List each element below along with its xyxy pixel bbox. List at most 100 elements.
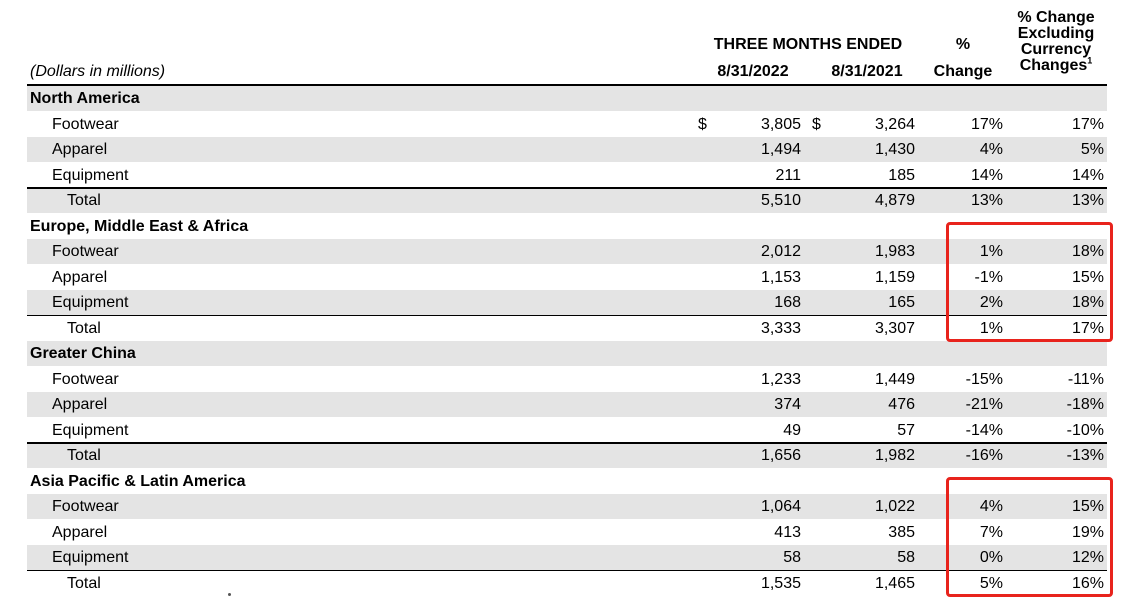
value-2021: 476: [888, 396, 915, 413]
pct-change: -16%: [965, 447, 1003, 464]
table-row: Apparel 413 385 7% 19%: [27, 520, 1107, 545]
excl-heading-line: % Change: [1017, 9, 1095, 26]
row-label: Footwear: [52, 370, 119, 388]
row-label: Equipment: [52, 294, 129, 311]
pct-change: 1%: [979, 243, 1003, 260]
value-2022: 374: [774, 396, 801, 413]
value-2022: 3,805: [760, 115, 801, 133]
value-2022: 1,656: [760, 447, 801, 464]
table-row: Apparel 374 476 -21% -18%: [27, 392, 1107, 417]
pct-change-excl-currency: 17%: [1071, 115, 1104, 133]
value-2022: 1,233: [760, 370, 801, 388]
value-2021: 1,430: [874, 141, 915, 158]
value-2021: 1,159: [874, 268, 915, 286]
pct-change-excl-currency: 14%: [1071, 166, 1104, 184]
pct-change: 17%: [970, 115, 1003, 133]
pct-change: 14%: [970, 166, 1003, 184]
value-2021: 1,022: [874, 498, 915, 515]
value-2021: 3,264: [874, 115, 915, 133]
pct-change-excl-currency: -18%: [1066, 396, 1104, 413]
table-row: Apparel 1,494 1,430 4% 5%: [27, 137, 1107, 162]
value-2022: 2,012: [760, 243, 801, 260]
pct-change-heading: Change: [933, 63, 993, 80]
total-rule: [27, 187, 1107, 189]
pct-change-excl-currency: -10%: [1066, 421, 1104, 439]
currency-symbol: $: [812, 115, 821, 133]
excl-currency-heading: % Change Excluding Currency Changes1: [1005, 9, 1107, 75]
value-2021: 4,879: [874, 192, 915, 209]
region-label: Europe, Middle East & Africa: [30, 217, 249, 235]
pct-change: -15%: [965, 370, 1003, 388]
pct-change: 5%: [979, 574, 1003, 592]
excl-heading-line: Excluding: [1017, 25, 1095, 42]
table-row: Equipment 58 58 0% 12%: [27, 545, 1107, 570]
pct-change-excl-currency: 16%: [1071, 574, 1104, 592]
units-label: (Dollars in millions): [30, 63, 166, 80]
row-label: Apparel: [52, 268, 108, 286]
pct-change-excl-currency: 15%: [1071, 498, 1104, 515]
region-label: Greater China: [30, 345, 136, 362]
row-label: Footwear: [52, 115, 119, 133]
table-row: Footwear 2,012 1,983 1% 18%: [27, 239, 1107, 264]
row-label: Apparel: [52, 523, 108, 541]
value-2021: 1,982: [874, 447, 915, 464]
table-row: Equipment 49 57 -14% -10%: [27, 418, 1107, 443]
value-2022: 58: [783, 549, 801, 566]
pct-change-excl-currency: 5%: [1080, 141, 1104, 158]
pct-change: 4%: [979, 141, 1003, 158]
highlight-box-emea: [946, 222, 1113, 342]
footnote-marker: 1: [1087, 55, 1093, 66]
table-row: Footwear 1,064 1,022 4% 15%: [27, 494, 1107, 519]
table-row: Footwear $ $3,805 3,264 17% 17%: [27, 112, 1107, 137]
pct-change: -21%: [965, 396, 1003, 413]
pct-change-excl-currency: 15%: [1071, 268, 1104, 286]
pct-change-excl-currency: -13%: [1066, 447, 1104, 464]
value-2021: 165: [888, 294, 915, 311]
value-2022: 211: [775, 166, 801, 184]
pct-change-excl-currency: 17%: [1071, 319, 1104, 337]
value-2021: 185: [888, 166, 915, 184]
value-2021: 385: [888, 523, 915, 541]
value-2022: 1,064: [760, 498, 801, 515]
value-2022: 49: [783, 421, 801, 439]
region-label: Asia Pacific & Latin America: [30, 472, 246, 490]
table-row: Apparel 1,153 1,159 -1% 15%: [27, 265, 1107, 290]
total-row: Total 1,656 1,982 -16% -13%: [27, 443, 1107, 468]
pct-change-excl-currency: 19%: [1071, 523, 1104, 541]
row-label: Total: [67, 192, 101, 209]
pct-change-excl-currency: 13%: [1071, 192, 1104, 209]
total-rule: [27, 314, 1107, 316]
row-label: Equipment: [52, 421, 129, 439]
pct-heading-symbol: %: [955, 36, 971, 53]
pct-change: 2%: [979, 294, 1003, 311]
value-2022: 413: [774, 523, 801, 541]
region-row: Greater China: [27, 341, 1107, 366]
value-2022: 168: [774, 294, 801, 311]
currency-symbol: $: [698, 115, 707, 133]
total-row: Total 5,510 4,879 13% 13%: [27, 188, 1107, 213]
value-2021: 58: [897, 549, 915, 566]
pct-change-excl-currency: -11%: [1067, 370, 1104, 388]
row-label: Total: [67, 319, 101, 337]
table-row: Footwear 1,233 1,449 -15% -11%: [27, 367, 1107, 392]
total-rule: [27, 442, 1107, 444]
region-row: Asia Pacific & Latin America: [27, 469, 1107, 494]
row-label: Apparel: [52, 141, 108, 158]
region-row: North America: [27, 86, 1107, 111]
pct-change-excl-currency: 18%: [1071, 243, 1104, 260]
highlight-box-apla: [946, 477, 1113, 597]
total-row: Total 3,333 3,307 1% 17%: [27, 316, 1107, 341]
pct-change: -1%: [974, 268, 1003, 286]
col-2021-heading: 8/31/2021: [831, 63, 903, 80]
value-2022: 1,535: [760, 574, 801, 592]
pct-change: 7%: [979, 523, 1003, 541]
pct-change-excl-currency: 12%: [1071, 549, 1104, 566]
row-label: Footwear: [52, 243, 119, 260]
value-2022: 3,333: [760, 319, 801, 337]
row-label: Total: [67, 447, 101, 464]
pct-change: 4%: [979, 498, 1003, 515]
value-2021: 57: [897, 421, 915, 439]
value-2021: 1,465: [874, 574, 915, 592]
value-2022: 1,153: [760, 268, 801, 286]
stray-mark: [228, 593, 231, 596]
